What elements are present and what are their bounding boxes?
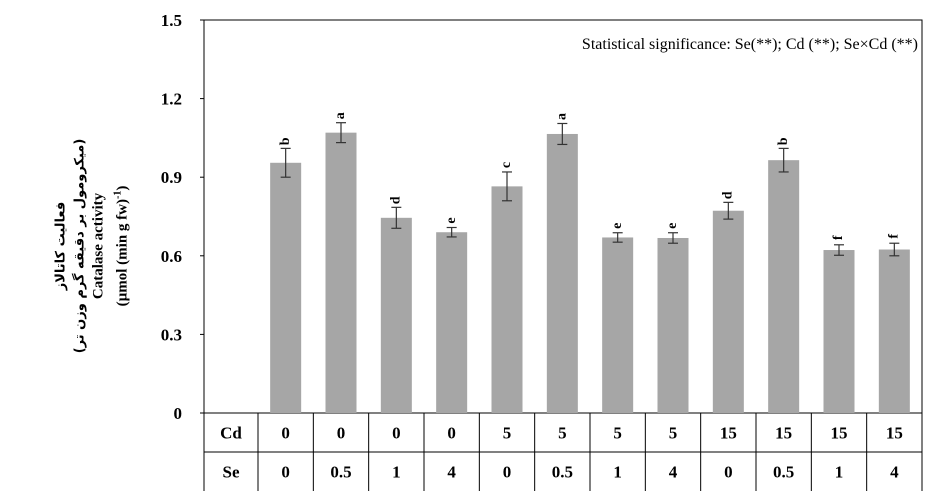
significance-letter: e <box>665 223 680 229</box>
bar <box>768 160 800 413</box>
cd-level-cell: 5 <box>613 424 622 443</box>
significance-letter: a <box>555 113 570 120</box>
bar <box>491 186 523 413</box>
row-label-se: Se <box>223 463 240 482</box>
y-tick-label: 1.5 <box>161 11 182 30</box>
cd-level-cell: 15 <box>886 424 903 443</box>
bar <box>712 210 744 413</box>
cd-level-cell: 5 <box>669 424 678 443</box>
y-tick-label: 0.6 <box>161 247 182 266</box>
cd-level-cell: 0 <box>337 424 346 443</box>
significance-letter: c <box>499 162 514 168</box>
y-tick-label: 1.2 <box>161 90 182 109</box>
y-tick-label: 0.3 <box>161 325 182 344</box>
bar <box>325 132 357 413</box>
significance-letter: e <box>444 217 459 223</box>
significance-letter: f <box>887 234 902 239</box>
se-level-cell: 0.5 <box>773 463 794 482</box>
bar <box>436 232 468 413</box>
bar <box>270 162 302 413</box>
significance-letter: b <box>278 137 293 145</box>
cd-level-cell: 15 <box>831 424 848 443</box>
significance-letter: b <box>776 137 791 145</box>
se-level-cell: 0.5 <box>552 463 573 482</box>
significance-letter: f <box>831 235 846 240</box>
cd-level-cell: 0 <box>447 424 456 443</box>
se-level-cell: 0 <box>724 463 733 482</box>
significance-annotation: Statistical significance: Se(**); Cd (**… <box>582 36 918 53</box>
bar <box>546 133 578 413</box>
bar <box>823 250 855 413</box>
cd-level-cell: 0 <box>392 424 401 443</box>
bar <box>878 249 910 413</box>
bar <box>380 217 412 413</box>
se-level-cell: 0 <box>503 463 512 482</box>
se-level-cell: 0.5 <box>330 463 351 482</box>
cd-level-cell: 0 <box>281 424 290 443</box>
se-level-cell: 4 <box>669 463 678 482</box>
se-level-cell: 4 <box>447 463 456 482</box>
cd-level-cell: 5 <box>503 424 512 443</box>
se-level-cell: 1 <box>392 463 401 482</box>
cd-level-cell: 15 <box>775 424 792 443</box>
se-level-cell: 1 <box>835 463 844 482</box>
significance-letter: a <box>333 112 348 119</box>
significance-letter: d <box>721 191 736 199</box>
cd-level-cell: 15 <box>720 424 737 443</box>
cd-level-cell: 5 <box>558 424 567 443</box>
se-level-cell: 4 <box>890 463 899 482</box>
se-level-cell: 1 <box>613 463 622 482</box>
row-label-cd: Cd <box>220 424 242 443</box>
y-tick-label: 0 <box>174 404 183 423</box>
y-tick-label: 0.9 <box>161 168 182 187</box>
significance-letter: e <box>610 223 625 229</box>
significance-letter: d <box>389 196 404 204</box>
bar <box>602 237 634 413</box>
se-level-cell: 0 <box>281 463 290 482</box>
bar <box>657 237 689 413</box>
